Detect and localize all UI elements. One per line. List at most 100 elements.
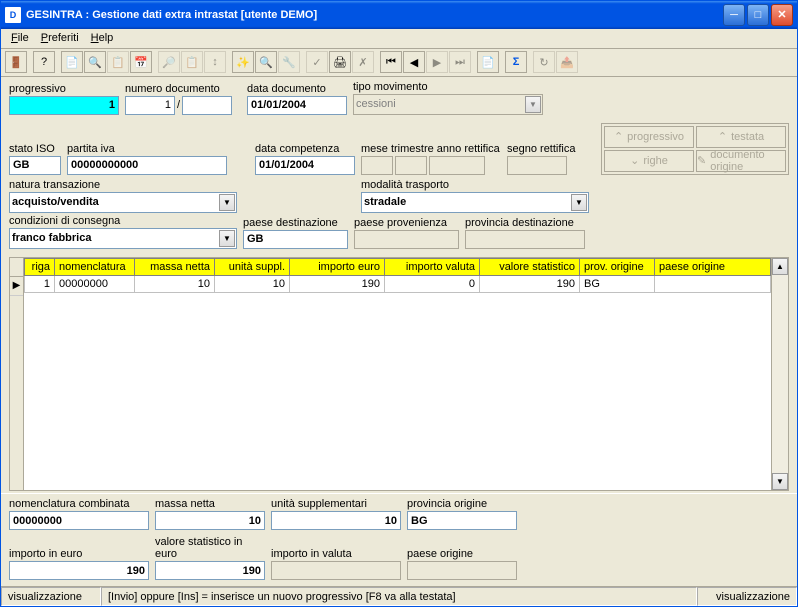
statusbar: visualizzazione [Invio] oppure [Ins] = i… [1, 586, 797, 606]
col-val-stat[interactable]: valore statistico [480, 258, 580, 275]
segno-rett-input[interactable] [507, 156, 567, 175]
prov-dest-input[interactable] [465, 230, 585, 249]
partita-iva-label: partita iva [67, 143, 227, 155]
nav-progressivo[interactable]: ⌃ progressivo [604, 126, 694, 148]
imp-val-label: importo in valuta [271, 548, 401, 560]
prev-icon[interactable]: ◀ [403, 51, 425, 73]
new-icon[interactable]: 📄 [61, 51, 83, 73]
main-window: D GESINTRA : Gestione dati extra intrast… [0, 0, 798, 607]
partita-iva-input[interactable] [67, 156, 227, 175]
last-icon[interactable]: ⏭ [449, 51, 471, 73]
toolbar: 🚪 ? 📄 🔍 📋 📅 🔎 📋 ↕ ✨ 🔍 🔧 ✓ 🖨 ✗ ⏮ ◀ ▶ ⏭ 📄 … [1, 49, 797, 77]
numero-doc-label: numero documento [125, 83, 241, 95]
anno-input[interactable] [429, 156, 485, 175]
row-marker[interactable]: ▶ [10, 277, 23, 296]
numero-doc-input-1[interactable] [125, 96, 175, 115]
first-icon[interactable]: ⏮ [380, 51, 402, 73]
val-stat-input[interactable] [155, 561, 265, 580]
cond-cons-select[interactable]: franco fabbrica ▼ [9, 228, 237, 249]
search-db-icon[interactable]: 🔍 [84, 51, 106, 73]
mese-trim-label: mese trimestre anno rettifica [361, 143, 501, 155]
numero-doc-input-2[interactable] [182, 96, 232, 115]
titlebar: D GESINTRA : Gestione dati extra intrast… [1, 1, 797, 29]
status-left: visualizzazione [1, 587, 101, 606]
progressivo-label: progressivo [9, 83, 119, 95]
status-center: [Invio] oppure [Ins] = inserisce un nuov… [101, 587, 697, 606]
prov-orig-label: provincia origine [407, 498, 517, 510]
list-icon[interactable]: 📋 [181, 51, 203, 73]
col-prov[interactable]: prov. origine [580, 258, 655, 275]
massa-netta-input[interactable] [155, 511, 265, 530]
copy-icon[interactable]: 📋 [107, 51, 129, 73]
zoom-icon[interactable]: 🔍 [255, 51, 277, 73]
imp-euro-label: importo in euro [9, 548, 149, 560]
help-icon[interactable]: ? [33, 51, 55, 73]
menu-file[interactable]: File [5, 30, 35, 46]
check-icon[interactable]: ✓ [306, 51, 328, 73]
doc-icon[interactable]: 📄 [477, 51, 499, 73]
massa-netta-label: massa netta [155, 498, 265, 510]
scroll-down-icon[interactable]: ▼ [772, 473, 788, 490]
data-comp-input[interactable] [255, 156, 355, 175]
maximize-button[interactable]: □ [747, 4, 769, 26]
calendar-icon[interactable]: 📅 [130, 51, 152, 73]
imp-euro-input[interactable] [9, 561, 149, 580]
natura-trans-label: natura transazione [9, 179, 237, 191]
col-paese[interactable]: paese origine [655, 258, 771, 275]
vertical-scrollbar[interactable]: ▲ ▼ [771, 258, 788, 490]
mod-trasp-select[interactable]: stradale ▼ [361, 192, 589, 213]
unita-supp-input[interactable] [271, 511, 401, 530]
trim-input[interactable] [395, 156, 427, 175]
chevron-down-icon: ▼ [525, 96, 541, 113]
imp-val-input[interactable] [271, 561, 401, 580]
minimize-button[interactable]: ─ [723, 4, 745, 26]
export-icon[interactable]: 📤 [556, 51, 578, 73]
tipo-mov-select[interactable]: cessioni ▼ [353, 94, 543, 115]
mese-input[interactable] [361, 156, 393, 175]
col-unita[interactable]: unità suppl. [215, 258, 290, 275]
prov-dest-label: provincia destinazione [465, 217, 585, 229]
paese-orig-input[interactable] [407, 561, 517, 580]
nav-testata[interactable]: ⌃ testata [696, 126, 786, 148]
natura-trans-select[interactable]: acquisto/vendita ▼ [9, 192, 237, 213]
nav-doc-origine[interactable]: ✎ documento origine [696, 150, 786, 172]
paese-orig-label: paese origine [407, 548, 517, 560]
close-button[interactable]: ✕ [771, 4, 793, 26]
menu-preferiti[interactable]: Preferiti [35, 30, 85, 46]
nav-righe[interactable]: ⌄ righe [604, 150, 694, 172]
find-icon[interactable]: 🔎 [158, 51, 180, 73]
chevron-down-icon: ▼ [219, 194, 235, 211]
unita-supp-label: unità supplementari [271, 498, 401, 510]
sort-icon[interactable]: ↕ [204, 51, 226, 73]
sigma-icon[interactable]: Σ [505, 51, 527, 73]
col-riga[interactable]: riga [25, 258, 55, 275]
paese-dest-label: paese destinazione [243, 217, 348, 229]
col-massa[interactable]: massa netta [135, 258, 215, 275]
exit-icon[interactable]: 🚪 [5, 51, 27, 73]
paese-prov-input[interactable] [354, 230, 459, 249]
blank-icon[interactable]: ✨ [232, 51, 254, 73]
next-icon[interactable]: ▶ [426, 51, 448, 73]
segno-rett-label: segno rettifica [507, 143, 587, 155]
data-doc-input[interactable] [247, 96, 347, 115]
menu-help[interactable]: Help [85, 30, 120, 46]
col-nomen[interactable]: nomenclatura [55, 258, 135, 275]
numero-doc-sep: / [177, 99, 180, 111]
data-comp-label: data competenza [255, 143, 355, 155]
nav-panel: ⌃ progressivo ⌃ testata ⌄ righe ✎ docume… [601, 123, 789, 175]
cancel-icon[interactable]: ✗ [352, 51, 374, 73]
scroll-up-icon[interactable]: ▲ [772, 258, 788, 275]
refresh-icon[interactable]: ↻ [533, 51, 555, 73]
app-icon: D [5, 7, 21, 23]
col-imp-euro[interactable]: importo euro [290, 258, 385, 275]
prov-orig-input[interactable] [407, 511, 517, 530]
tool-icon[interactable]: 🔧 [278, 51, 300, 73]
table-row[interactable]: 1 00000000 10 10 190 0 190 BG [25, 275, 771, 292]
progressivo-input[interactable] [9, 96, 119, 115]
nomen-comb-input[interactable] [9, 511, 149, 530]
stato-iso-input[interactable] [9, 156, 61, 175]
col-imp-val[interactable]: importo valuta [385, 258, 480, 275]
print-icon[interactable]: 🖨 [329, 51, 351, 73]
tipo-mov-label: tipo movimento [353, 81, 543, 93]
paese-dest-input[interactable] [243, 230, 348, 249]
